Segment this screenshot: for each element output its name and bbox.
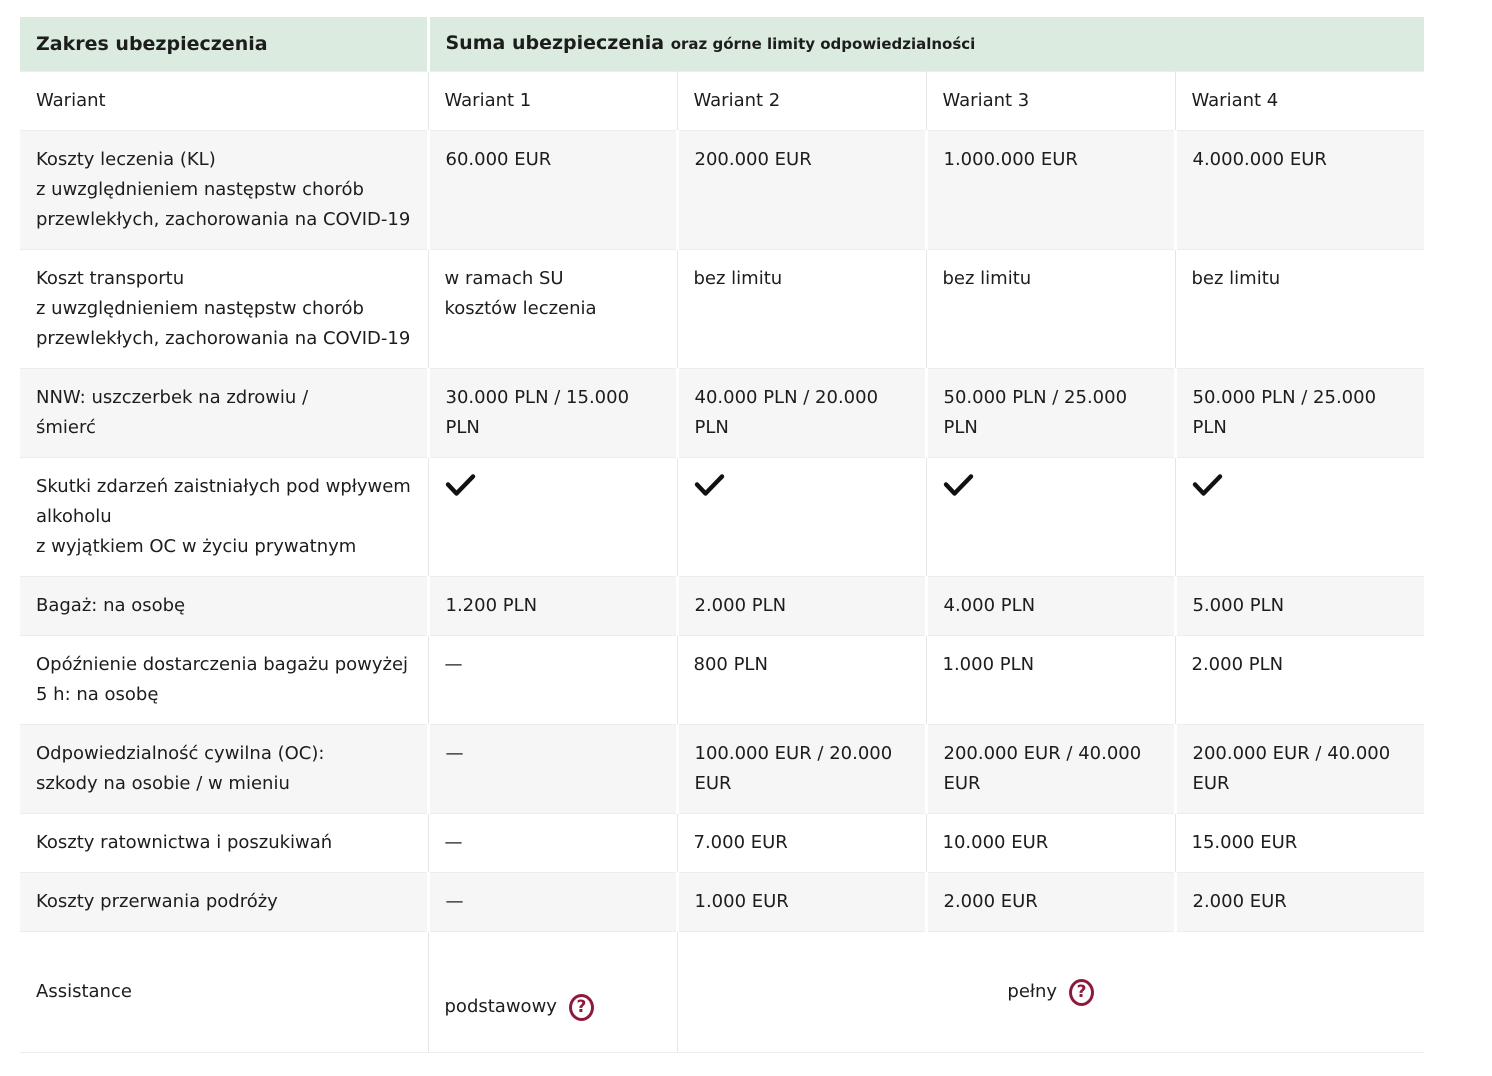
row-label: Bagaż: na osobę [20,576,430,636]
row-value: 1.200 PLN [428,576,679,636]
assistance-variant1-cell: podstawowy ? [428,931,678,1053]
row-value: 2.000 PLN [1175,635,1424,725]
check-cell [1175,457,1424,577]
assistance-full-cell: pełny ? [677,931,1424,1053]
row-value: 4.000 PLN [926,576,1177,636]
table-row: Bagaż: na osobę 1.200 PLN 2.000 PLN 4.000 … [20,576,1424,636]
row-value: 4.000.000 EUR [1175,130,1424,250]
row-value: bez limitu [926,249,1176,369]
row-value: — [428,635,678,725]
row-label: Odpowiedzialność cywilna (OC): szkody na… [20,724,430,814]
check-icon [1192,474,1222,496]
scope-header: Zakres ubezpieczenia [20,17,430,72]
check-icon [943,474,973,496]
coverage-rows: Koszty leczenia (KL) z uwzględnieniem na… [20,130,1424,932]
row-label: Koszt transportu z uwzględnieniem następ… [20,249,429,369]
assistance-row-label: Assistance [20,931,429,1053]
sum-header-title: Suma ubezpieczenia [445,32,665,54]
check-cell [677,457,927,577]
row-value: 200.000 EUR / 40.000 EUR [926,724,1177,814]
row-value: 800 PLN [677,635,927,725]
assistance-full-label: pełny [1007,981,1058,1002]
row-value: 7.000 EUR [677,813,927,873]
table-row: Odpowiedzialność cywilna (OC): szkody na… [20,724,1424,814]
check-cell [428,457,678,577]
table-header-row: Zakres ubezpieczenia Suma ubezpieczenia … [20,17,1424,72]
check-icon [694,474,724,496]
table-row: Koszty ratownictwa i poszukiwań —7.000 E… [20,813,1424,873]
row-value: w ramach SU kosztów leczenia [428,249,678,369]
table-row: Koszt transportu z uwzględnieniem następ… [20,249,1424,369]
row-label: NNW: uszczerbek na zdrowiu / śmierć [20,368,430,458]
row-value: 100.000 EUR / 20.000 EUR [677,724,928,814]
row-value: 1.000 PLN [926,635,1176,725]
row-label: Koszty przerwania podróży [20,872,430,932]
table-row: NNW: uszczerbek na zdrowiu / śmierć 30.0… [20,368,1424,458]
variant-1-header: Wariant 1 [428,71,678,131]
row-value: 200.000 EUR [677,130,928,250]
row-value: 2.000 EUR [1175,872,1424,932]
row-value: 5.000 PLN [1175,576,1424,636]
row-value: 2.000 PLN [677,576,928,636]
row-value: 60.000 EUR [428,130,679,250]
variant-4-header: Wariant 4 [1175,71,1424,131]
row-label: Skutki zdarzeń zaistniałych pod wpływem … [20,457,429,577]
row-value: 2.000 EUR [926,872,1177,932]
table-row: Koszty leczenia (KL) z uwzględnieniem na… [20,130,1424,250]
assistance-basic-label: podstawowy [444,996,557,1017]
check-cell [926,457,1176,577]
sum-header-subtitle: oraz górne limity odpowiedzialności [670,35,976,53]
table-row: Opóźnienie dostarczenia bagażu powyżej 5… [20,635,1424,725]
row-value: 50.000 PLN / 25.000 PLN [926,368,1177,458]
row-value: bez limitu [1175,249,1424,369]
row-value: — [428,872,679,932]
row-value: — [428,813,678,873]
assistance-row: Assistance podstawowy ? pełny ? [20,931,1424,1053]
row-value: 1.000 EUR [677,872,928,932]
variant-3-header: Wariant 3 [926,71,1176,131]
variant-header-row: Wariant Wariant 1 Wariant 2 Wariant 3 Wa… [20,71,1424,131]
row-label: Koszty leczenia (KL) z uwzględnieniem na… [20,130,430,250]
help-question-icon[interactable]: ? [568,993,594,1021]
variant-row-label: Wariant [20,71,429,131]
row-value: 50.000 PLN / 25.000 PLN [1175,368,1424,458]
row-value: 10.000 EUR [926,813,1176,873]
row-value: 30.000 PLN / 15.000 PLN [428,368,679,458]
row-value: 40.000 PLN / 20.000 PLN [677,368,928,458]
row-label: Opóźnienie dostarczenia bagażu powyżej 5… [20,635,429,725]
check-icon [445,474,475,496]
table-row: Skutki zdarzeń zaistniałych pod wpływem … [20,457,1424,577]
help-question-icon[interactable]: ? [1069,978,1095,1006]
row-value: bez limitu [677,249,927,369]
insurance-comparison-table: Zakres ubezpieczenia Suma ubezpieczenia … [20,17,1424,1053]
row-value: — [428,724,679,814]
row-value: 1.000.000 EUR [926,130,1177,250]
row-label: Koszty ratownictwa i poszukiwań [20,813,429,873]
sum-header: Suma ubezpieczenia oraz górne limity odp… [428,17,1424,72]
row-value: 15.000 EUR [1175,813,1424,873]
variant-2-header: Wariant 2 [677,71,927,131]
table-row: Koszty przerwania podróży —1.000 EUR 2.00… [20,872,1424,932]
row-value: 200.000 EUR / 40.000 EUR [1175,724,1424,814]
